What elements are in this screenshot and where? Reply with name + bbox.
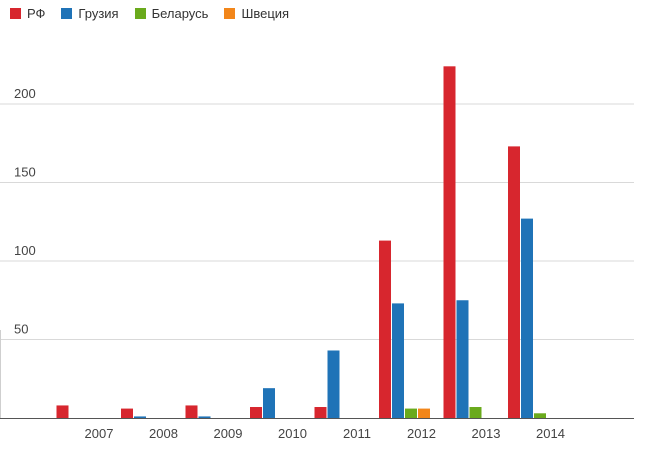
legend-label-belarus: Беларусь [151,6,209,21]
legend-item-rf[interactable]: РФ [10,6,45,21]
x-tick-label: 2014 [536,426,565,441]
legend-item-georgia[interactable]: Грузия [61,6,119,21]
x-tick-label: 2010 [278,426,307,441]
x-tick-label: 2013 [472,426,501,441]
bar [521,218,533,418]
bar [263,388,275,418]
legend-item-sweden[interactable]: Швеция [224,6,289,21]
y-tick-label: 100 [14,243,36,258]
chart-legend: РФ Грузия Беларусь Швеция [10,6,305,21]
bar [418,408,430,418]
y-tick-label: 50 [14,322,28,337]
legend-swatch-rf [10,8,21,19]
legend-item-belarus[interactable]: Беларусь [134,6,209,21]
legend-swatch-belarus [134,8,146,19]
bar [134,416,146,418]
legend-label-georgia: Грузия [78,6,119,21]
bar [327,350,340,418]
bar [443,66,456,418]
x-tick-label: 2012 [407,426,436,441]
bar [405,408,417,418]
bar [314,407,327,418]
bar [456,300,469,418]
bar [469,407,482,418]
bar [379,240,391,418]
bar [508,146,520,418]
bar [121,408,133,418]
x-tick-label: 2008 [149,426,178,441]
legend-swatch-sweden [224,8,236,19]
bar [198,416,211,418]
bar [250,407,262,418]
x-tick-label: 2009 [214,426,243,441]
x-tick-label: 2007 [85,426,114,441]
bar [56,405,69,418]
bar [392,303,404,418]
x-tick-label: 2011 [343,426,371,441]
bar [185,405,198,418]
legend-label-rf: РФ [27,6,46,21]
legend-swatch-georgia [61,8,73,19]
y-tick-label: 150 [14,165,36,180]
bar [534,413,546,418]
y-tick-label: 200 [14,86,36,101]
legend-label-sweden: Швеция [241,6,290,21]
